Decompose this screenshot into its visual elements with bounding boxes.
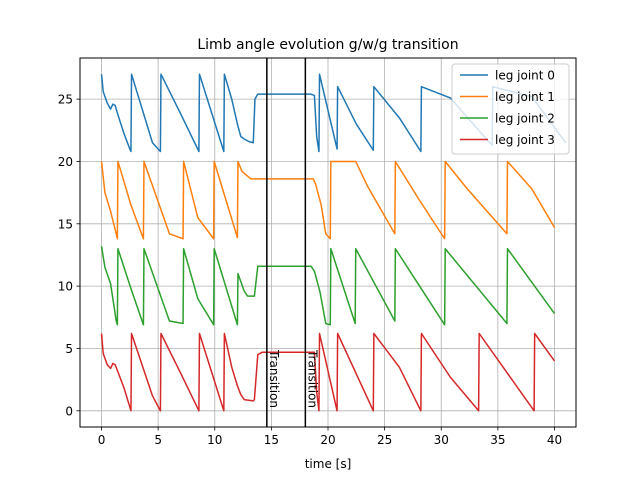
legend: leg joint 0 leg joint 1 leg joint 2 leg joi… [451, 63, 570, 155]
legend-label-0: leg joint 0 [495, 69, 555, 83]
y-tick-label: 5 [65, 342, 73, 356]
x-tick-label: 35 [490, 433, 505, 447]
legend-label-2: leg joint 2 [495, 112, 555, 126]
x-tick-label: 0 [98, 433, 106, 447]
x-tick-label: 10 [207, 433, 222, 447]
legend-label-3: leg joint 3 [495, 133, 555, 147]
x-axis-label: time [s] [305, 457, 352, 471]
x-tick-label: 30 [434, 433, 449, 447]
y-tick-label: 10 [58, 280, 73, 294]
x-tick-label: 15 [264, 433, 279, 447]
y-tick-label: 25 [58, 93, 73, 107]
transition-lines: Transition Transition [266, 58, 319, 427]
transition-label-0: Transition [267, 349, 281, 408]
legend-box [451, 63, 570, 155]
series-line-1 [100, 160, 556, 240]
x-axis-ticks: 0 5 10 15 20 25 30 35 40 [98, 427, 562, 447]
chart-title: Limb angle evolution g/w/g transition [197, 37, 458, 53]
y-tick-label: 15 [58, 217, 73, 231]
x-tick-label: 40 [547, 433, 562, 447]
x-tick-label: 25 [377, 433, 392, 447]
y-axis-ticks: 0 5 10 15 20 25 [58, 93, 80, 418]
legend-label-1: leg joint 1 [495, 90, 555, 104]
plot-area [100, 73, 567, 412]
x-tick-label: 20 [320, 433, 335, 447]
series-line-0 [100, 73, 567, 153]
series-line-2 [100, 246, 556, 326]
x-tick-label: 5 [154, 433, 162, 447]
series-line-3 [100, 332, 556, 412]
y-tick-label: 0 [65, 404, 73, 418]
transition-label-1: Transition [305, 349, 319, 408]
y-tick-label: 20 [58, 155, 73, 169]
